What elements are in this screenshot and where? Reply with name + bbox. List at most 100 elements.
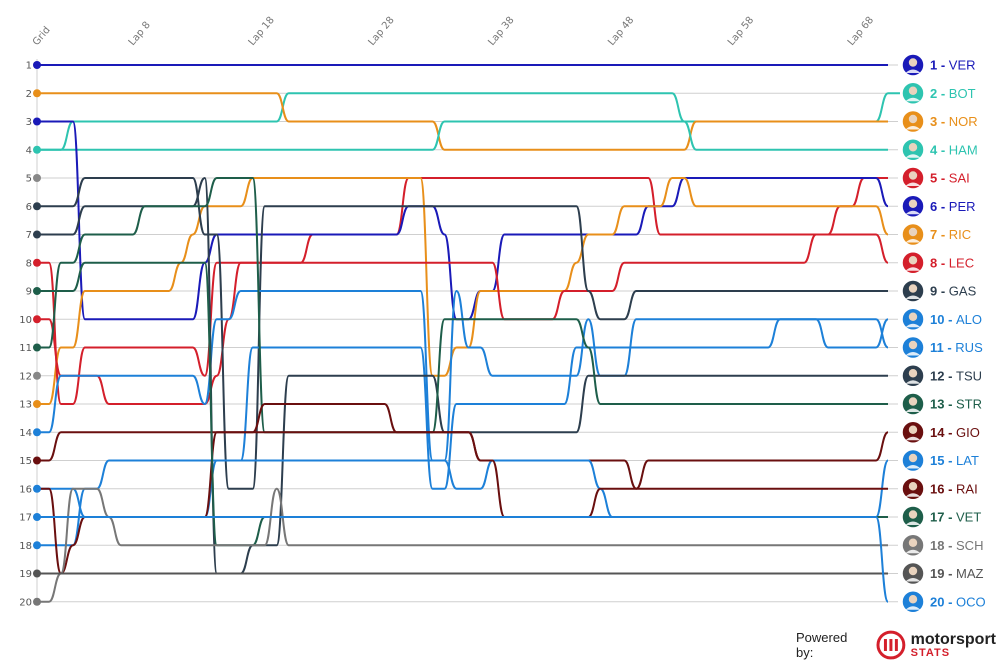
driver-label-gas: 9 - GAS [901, 279, 977, 303]
driver-position: 12 - [930, 368, 956, 383]
driver-avatar-body [905, 521, 921, 525]
y-tick-label: 2 [26, 89, 32, 100]
y-tick-label: 14 [19, 428, 32, 439]
series-line-gio [37, 403, 889, 490]
driver-avatar-face [908, 510, 918, 519]
y-tick-label: 16 [19, 484, 32, 495]
driver-avatar-face [908, 566, 918, 576]
driver-position: 1 - [930, 58, 949, 73]
driver-label-text: 7 - RIC [930, 227, 971, 242]
driver-code: GIO [956, 425, 980, 440]
driver-avatar-body [905, 154, 921, 158]
driver-code: NOR [949, 114, 978, 129]
start-dot [33, 89, 41, 98]
driver-avatar-body [905, 69, 921, 73]
driver-label-gio: 14 - GIO [901, 420, 980, 444]
driver-avatar-face [908, 482, 918, 491]
driver-avatar-body [905, 578, 921, 582]
driver-label-text: 19 - MAZ [930, 566, 984, 581]
series-line-lec [37, 233, 889, 405]
driver-code: RUS [955, 340, 983, 355]
driver-avatar-body [905, 408, 921, 412]
start-dot [33, 287, 41, 295]
driver-avatar-body [905, 493, 921, 497]
series-line-alo [37, 290, 889, 462]
driver-position: 16 - [930, 481, 956, 496]
start-dot [33, 315, 41, 324]
footer: Powered by: motorsport STATS [796, 628, 996, 662]
y-tick-label: 3 [26, 117, 32, 128]
series-line-lat [37, 459, 889, 547]
driver-code: RAI [956, 481, 978, 496]
x-tick-label: Lap 18 [247, 15, 277, 48]
series-line-rus [37, 318, 889, 518]
y-tick-label: 4 [26, 145, 32, 156]
motorsport-logo-icon[interactable] [876, 630, 906, 660]
driver-label-text: 3 - NOR [930, 114, 978, 129]
start-dot [33, 230, 41, 239]
y-tick-label: 9 [26, 287, 32, 298]
start-dot [33, 400, 41, 408]
y-tick-label: 5 [26, 174, 32, 185]
driver-label-text: 11 - RUS [930, 340, 983, 355]
driver-avatar-body [905, 465, 921, 469]
driver-label-text: 1 - VER [930, 58, 976, 73]
driver-avatar-body [905, 239, 921, 243]
driver-avatar-face [908, 284, 918, 293]
driver-position: 18 - [930, 538, 956, 553]
driver-code: GAS [949, 284, 977, 299]
y-tick-label: 20 [19, 597, 32, 608]
driver-label-text: 18 - SCH [930, 538, 983, 553]
driver-avatar-body [905, 126, 921, 130]
driver-avatar-body [905, 267, 921, 271]
driver-position: 8 - [930, 255, 949, 270]
driver-position: 3 - [930, 114, 949, 129]
series-line-str [37, 177, 888, 434]
series-line-oco [37, 516, 889, 603]
driver-position: 10 - [930, 312, 956, 327]
driver-label-nor: 3 - NOR [901, 109, 978, 134]
driver-avatar-face [908, 340, 918, 350]
driver-code: MAZ [956, 566, 984, 581]
driver-label-text: 8 - LEC [930, 255, 974, 270]
y-tick-label: 6 [26, 202, 32, 213]
driver-label-text: 10 - ALO [930, 312, 982, 327]
start-dot [33, 456, 41, 465]
driver-avatar-body [905, 210, 921, 215]
start-dot [33, 117, 41, 126]
driver-avatar-face [908, 538, 918, 547]
driver-avatar-face [908, 58, 918, 67]
y-tick-label: 15 [19, 456, 32, 467]
driver-label-ric: 7 - RIC [901, 222, 971, 247]
y-tick-label: 19 [19, 569, 32, 580]
driver-avatar-face [908, 397, 918, 406]
driver-avatar-body [905, 606, 921, 610]
driver-position: 15 - [930, 453, 956, 468]
start-dot [33, 145, 41, 154]
driver-label-alo: 10 - ALO [901, 307, 982, 331]
driver-code: STR [956, 397, 982, 412]
y-tick-label: 18 [19, 541, 32, 552]
y-tick-label: 11 [19, 343, 32, 354]
driver-position: 2 - [930, 86, 949, 101]
x-tick-labels: Grid Lap 8 Lap 18 Lap 28 Lap 38 Lap 48 Lap 58 L… [31, 15, 876, 48]
driver-position: 19 - [930, 566, 956, 581]
driver-label-text: 12 - TSU [930, 368, 982, 383]
driver-avatar-face [908, 86, 918, 95]
start-dot [33, 569, 41, 578]
driver-avatar-face [908, 312, 918, 321]
brand-text[interactable]: motorsport STATS [911, 631, 996, 659]
start-dot [33, 484, 41, 493]
x-tick-label: Lap 58 [726, 15, 756, 48]
driver-avatar-body [905, 182, 921, 186]
powered-by-label: Powered by: [796, 630, 848, 660]
driver-position: 4 - [930, 142, 949, 157]
driver-label-text: 20 - OCO [930, 594, 986, 609]
series-line-gas [37, 177, 888, 490]
x-tick-label: Lap 68 [846, 15, 876, 48]
driver-position: 9 - [930, 284, 949, 299]
